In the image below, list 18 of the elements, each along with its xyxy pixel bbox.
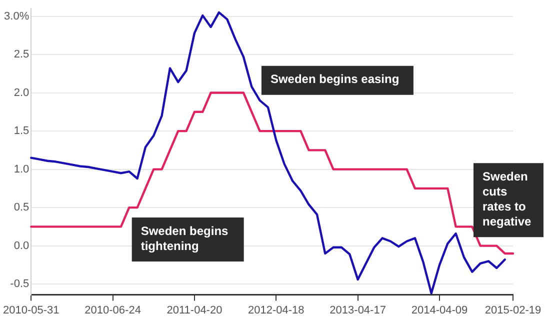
annotation: Sweden begins tightening bbox=[140, 224, 229, 253]
x-tick-label: 2011-04-20 bbox=[166, 304, 222, 316]
x-tick-label: 2010-06-24 bbox=[84, 304, 141, 316]
y-tick-label: 2.5 bbox=[14, 48, 30, 61]
y-tick-label: -0.5 bbox=[10, 278, 30, 290]
y-tick-label: 2.0 bbox=[14, 86, 30, 99]
annotation: Sweden begins easing bbox=[270, 72, 400, 86]
annotation: Sweden cuts rates to negative bbox=[482, 169, 532, 228]
x-tick-label: 2015-02-19 bbox=[484, 304, 542, 316]
y-tick-label: 0.0 bbox=[14, 240, 30, 252]
y-tick-label: 1.5 bbox=[14, 125, 30, 138]
x-tick-label: 2010-05-31 bbox=[2, 304, 60, 316]
y-tick-label: 0.5 bbox=[14, 202, 30, 214]
y-tick-label: 3.0% bbox=[4, 10, 30, 22]
x-tick-label: 2013-04-17 bbox=[330, 304, 386, 316]
x-tick-label: 2014-04-09 bbox=[411, 304, 468, 316]
y-tick-label: 1.0 bbox=[14, 163, 30, 176]
x-tick-label: 2012-04-18 bbox=[248, 304, 304, 316]
